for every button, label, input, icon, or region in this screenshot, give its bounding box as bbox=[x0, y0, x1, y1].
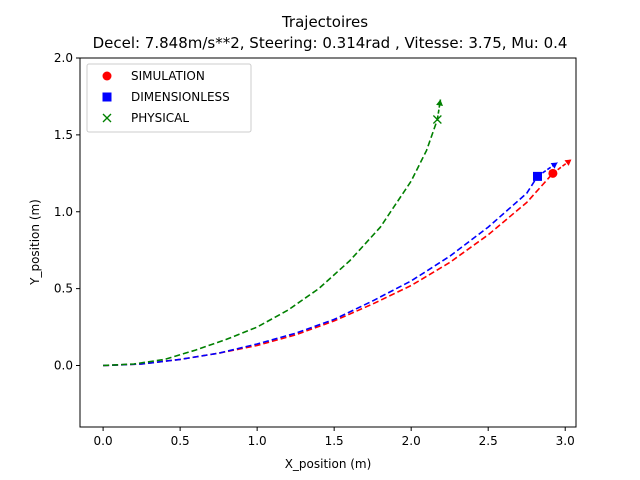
series-arrow-head-simulation bbox=[564, 159, 572, 166]
chart-title: Trajectoires bbox=[281, 13, 368, 31]
legend-marker-physical-stroke bbox=[102, 113, 112, 123]
plot-area bbox=[103, 99, 572, 367]
x-tick-label: 0.5 bbox=[171, 434, 190, 448]
series-end-marker-physical-stroke bbox=[432, 115, 442, 124]
series-line-simulation bbox=[103, 172, 554, 367]
y-tick-label: 1.0 bbox=[54, 205, 73, 219]
x-tick-label: 2.5 bbox=[479, 434, 498, 448]
legend-label-physical: PHYSICAL bbox=[131, 111, 189, 125]
x-tick-label: 1.0 bbox=[248, 434, 267, 448]
legend-box bbox=[86, 63, 252, 133]
legend-label-simulation: SIMULATION bbox=[131, 69, 205, 83]
series-arrow-head-dimensionless bbox=[550, 162, 558, 169]
series-line-dimensionless bbox=[103, 175, 539, 367]
y-axis-label: Y_position (m) bbox=[28, 199, 42, 286]
x-tick-label: 2.0 bbox=[402, 434, 421, 448]
y-tick-label: 2.0 bbox=[54, 51, 73, 65]
legend-label-dimensionless: DIMENSIONLESS bbox=[131, 90, 230, 104]
legend-marker-physical bbox=[102, 113, 112, 123]
x-axis-label: X_position (m) bbox=[285, 457, 372, 471]
series-line-physical bbox=[103, 119, 439, 367]
x-tick-label: 0.0 bbox=[94, 434, 113, 448]
chart-subtitle: Decel: 7.848m/s**2, Steering: 0.314rad ,… bbox=[93, 34, 568, 52]
y-tick-label: 0.5 bbox=[54, 282, 73, 296]
legend-marker-dimensionless bbox=[102, 92, 112, 102]
y-tick-label: 0.0 bbox=[54, 359, 73, 373]
series-end-marker-dimensionless bbox=[532, 171, 542, 181]
series-arrow-head-physical bbox=[436, 99, 443, 106]
legend-marker-simulation bbox=[102, 71, 112, 81]
series-end-marker-simulation bbox=[548, 168, 558, 178]
series-arrow-shaft-physical bbox=[436, 99, 442, 120]
plot-frame bbox=[79, 57, 577, 428]
series-end-marker-physical bbox=[432, 115, 442, 124]
legend: SIMULATION DIMENSIONLESS PHYSICAL bbox=[86, 63, 252, 133]
x-axis-ticks: 0.0 0.5 1.0 1.5 2.0 2.5 3.0 bbox=[94, 427, 575, 448]
x-tick-label: 1.5 bbox=[325, 434, 344, 448]
x-tick-label: 3.0 bbox=[556, 434, 575, 448]
y-axis-ticks: 0.0 0.5 1.0 1.5 2.0 bbox=[54, 51, 80, 373]
y-tick-label: 1.5 bbox=[54, 128, 73, 142]
